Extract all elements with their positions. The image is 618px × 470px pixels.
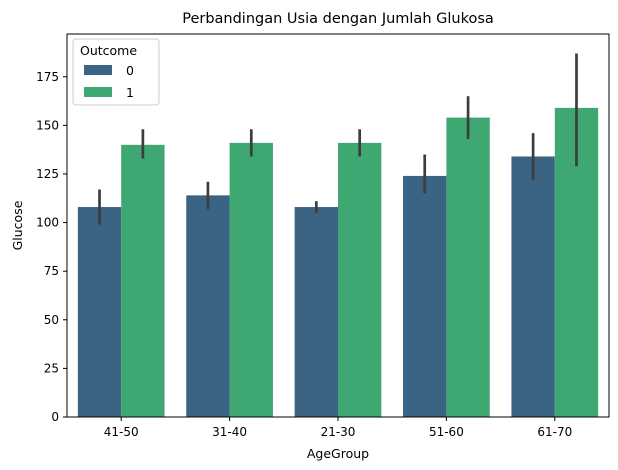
- bar-31-40-series-1: [229, 142, 273, 417]
- y-tick-label: 25: [44, 361, 59, 375]
- legend-title: Outcome: [80, 43, 137, 58]
- y-tick-label: 0: [51, 410, 59, 424]
- x-axis-ticks: 41-50 31-40 21-30 51-60 61-70: [104, 417, 572, 439]
- y-tick-label: 150: [36, 118, 59, 132]
- legend: Outcome 0 1: [72, 38, 160, 106]
- y-tick-label: 50: [44, 313, 59, 327]
- bar-41-50-series-1: [121, 144, 165, 417]
- bar-21-30-series-0: [294, 207, 338, 417]
- y-axis-ticks: 0 25 50 75 100 125 150 175: [36, 70, 67, 424]
- bar-21-30-series-1: [338, 142, 382, 417]
- bar-51-60-series-0: [403, 175, 447, 417]
- legend-swatch-series-1: [84, 87, 112, 97]
- y-tick-label: 175: [36, 70, 59, 84]
- bar-31-40-series-0: [186, 195, 230, 417]
- legend-label-series-1: 1: [126, 85, 134, 100]
- x-tick-label: 31-40: [212, 425, 247, 439]
- y-axis-label: Glucose: [10, 200, 25, 250]
- y-tick-label: 125: [36, 167, 59, 181]
- errorbars-layer: [98, 53, 578, 225]
- chart-title: Perbandingan Usia dengan Jumlah Glukosa: [182, 11, 494, 27]
- y-tick-label: 100: [36, 216, 59, 230]
- x-axis-label: AgeGroup: [307, 446, 369, 461]
- bars-layer: [77, 107, 599, 418]
- legend-swatch-series-0: [84, 65, 112, 75]
- x-tick-label: 51-60: [429, 425, 464, 439]
- x-tick-label: 41-50: [104, 425, 139, 439]
- bar-41-50-series-0: [77, 207, 122, 417]
- bar-61-70-series-0: [511, 156, 555, 418]
- x-tick-label: 21-30: [321, 425, 356, 439]
- legend-label-series-0: 0: [126, 63, 134, 78]
- y-tick-label: 75: [44, 264, 59, 278]
- x-tick-label: 61-70: [537, 425, 572, 439]
- bar-51-60-series-1: [446, 117, 490, 417]
